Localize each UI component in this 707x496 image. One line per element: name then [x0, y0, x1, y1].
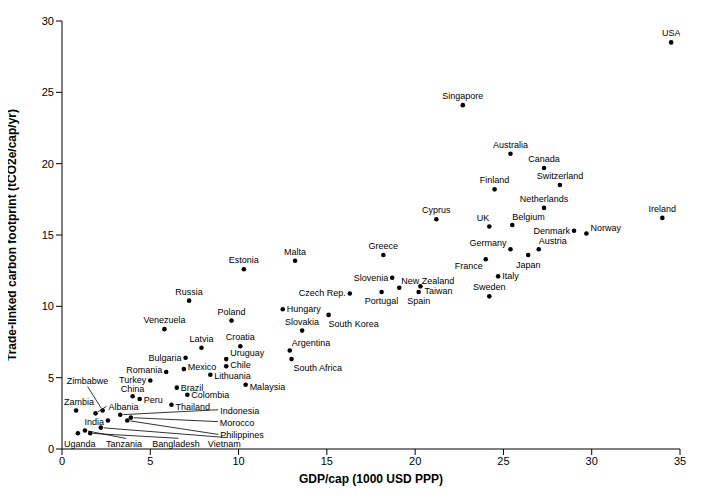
svg-text:China: China [121, 384, 145, 394]
svg-text:South Korea: South Korea [329, 319, 379, 329]
svg-text:Ireland: Ireland [649, 204, 677, 214]
svg-text:Mexico: Mexico [188, 362, 217, 372]
svg-text:Malaysia: Malaysia [250, 382, 286, 392]
svg-text:Argentina: Argentina [292, 338, 331, 348]
svg-text:Bulgaria: Bulgaria [149, 353, 182, 363]
svg-text:Norway: Norway [590, 223, 621, 233]
svg-text:Zimbabwe: Zimbabwe [67, 376, 109, 386]
svg-text:10: 10 [232, 455, 244, 467]
svg-text:Latvia: Latvia [189, 334, 213, 344]
svg-text:Estonia: Estonia [229, 255, 259, 265]
svg-text:Germany: Germany [469, 238, 507, 248]
svg-text:UK: UK [477, 213, 490, 223]
svg-text:Poland: Poland [217, 307, 245, 317]
svg-text:15: 15 [42, 229, 54, 241]
svg-text:Australia: Australia [493, 140, 528, 150]
svg-text:10: 10 [42, 300, 54, 312]
svg-text:Sweden: Sweden [473, 282, 506, 292]
svg-text:Lithuania: Lithuania [214, 371, 251, 381]
svg-text:New Zealand: New Zealand [401, 276, 454, 286]
svg-text:30: 30 [586, 455, 598, 467]
svg-text:Greece: Greece [369, 241, 399, 251]
svg-text:0: 0 [48, 443, 54, 455]
svg-text:Finland: Finland [480, 175, 510, 185]
svg-text:15: 15 [321, 455, 333, 467]
svg-text:Venezuela: Venezuela [143, 315, 185, 325]
svg-text:Bangladesh: Bangladesh [152, 439, 200, 449]
svg-text:20: 20 [42, 158, 54, 170]
svg-text:Slovakia: Slovakia [285, 317, 319, 327]
svg-text:Croatia: Croatia [226, 332, 255, 342]
svg-text:USA: USA [662, 28, 680, 38]
svg-text:35: 35 [674, 455, 686, 467]
svg-text:Austria: Austria [539, 236, 567, 246]
svg-text:Hungary: Hungary [287, 304, 322, 314]
svg-text:Trade-linked carbon footprint: Trade-linked carbon footprint (tCO2e/cap… [8, 109, 19, 361]
svg-text:0: 0 [59, 455, 65, 467]
svg-text:Japan: Japan [516, 260, 541, 270]
svg-text:Denmark: Denmark [534, 226, 571, 236]
svg-text:Philippines: Philippines [220, 430, 264, 441]
svg-text:Cyprus: Cyprus [422, 205, 451, 215]
svg-text:Indonesia: Indonesia [220, 406, 259, 416]
svg-text:Turkey: Turkey [119, 375, 147, 385]
svg-text:India: India [84, 417, 104, 428]
svg-text:Thailand: Thailand [175, 401, 210, 412]
svg-text:South Africa: South Africa [294, 363, 343, 373]
svg-text:Canada: Canada [528, 154, 560, 164]
svg-text:Italy: Italy [502, 271, 519, 281]
svg-text:France: France [455, 261, 483, 271]
svg-text:Slovenia: Slovenia [354, 273, 389, 283]
svg-text:Spain: Spain [407, 296, 430, 306]
svg-text:Brazil: Brazil [180, 382, 204, 393]
svg-text:Albania: Albania [109, 402, 139, 412]
svg-text:Colombia: Colombia [191, 390, 229, 400]
svg-text:Switzerland: Switzerland [537, 171, 584, 181]
svg-text:Russia: Russia [175, 287, 203, 297]
svg-text:20: 20 [409, 455, 421, 467]
svg-text:Romania: Romania [126, 365, 162, 375]
svg-text:30: 30 [42, 15, 54, 27]
svg-text:Morocco: Morocco [220, 418, 255, 428]
svg-text:Malta: Malta [284, 247, 306, 257]
svg-text:Tanzania: Tanzania [106, 439, 142, 449]
svg-text:5: 5 [48, 372, 54, 384]
svg-text:Netherlands: Netherlands [520, 194, 569, 204]
svg-text:Singapore: Singapore [442, 91, 483, 101]
svg-text:Uruguay: Uruguay [230, 348, 265, 358]
svg-text:Uganda: Uganda [64, 439, 96, 449]
svg-text:Vietnam: Vietnam [208, 439, 241, 449]
svg-text:Zambia: Zambia [64, 397, 94, 407]
svg-text:25: 25 [42, 86, 54, 98]
svg-text:Chile: Chile [230, 360, 251, 370]
svg-text:25: 25 [497, 455, 509, 467]
svg-text:Peru: Peru [144, 395, 163, 405]
svg-text:5: 5 [147, 455, 153, 467]
svg-text:GDP/cap (1000 USD PPP): GDP/cap (1000 USD PPP) [299, 472, 443, 486]
svg-text:Portugal: Portugal [365, 296, 399, 306]
svg-text:Czech Rep.: Czech Rep. [299, 288, 346, 298]
svg-text:Belgium: Belgium [512, 212, 545, 222]
svg-text:Taiwan: Taiwan [424, 286, 452, 296]
